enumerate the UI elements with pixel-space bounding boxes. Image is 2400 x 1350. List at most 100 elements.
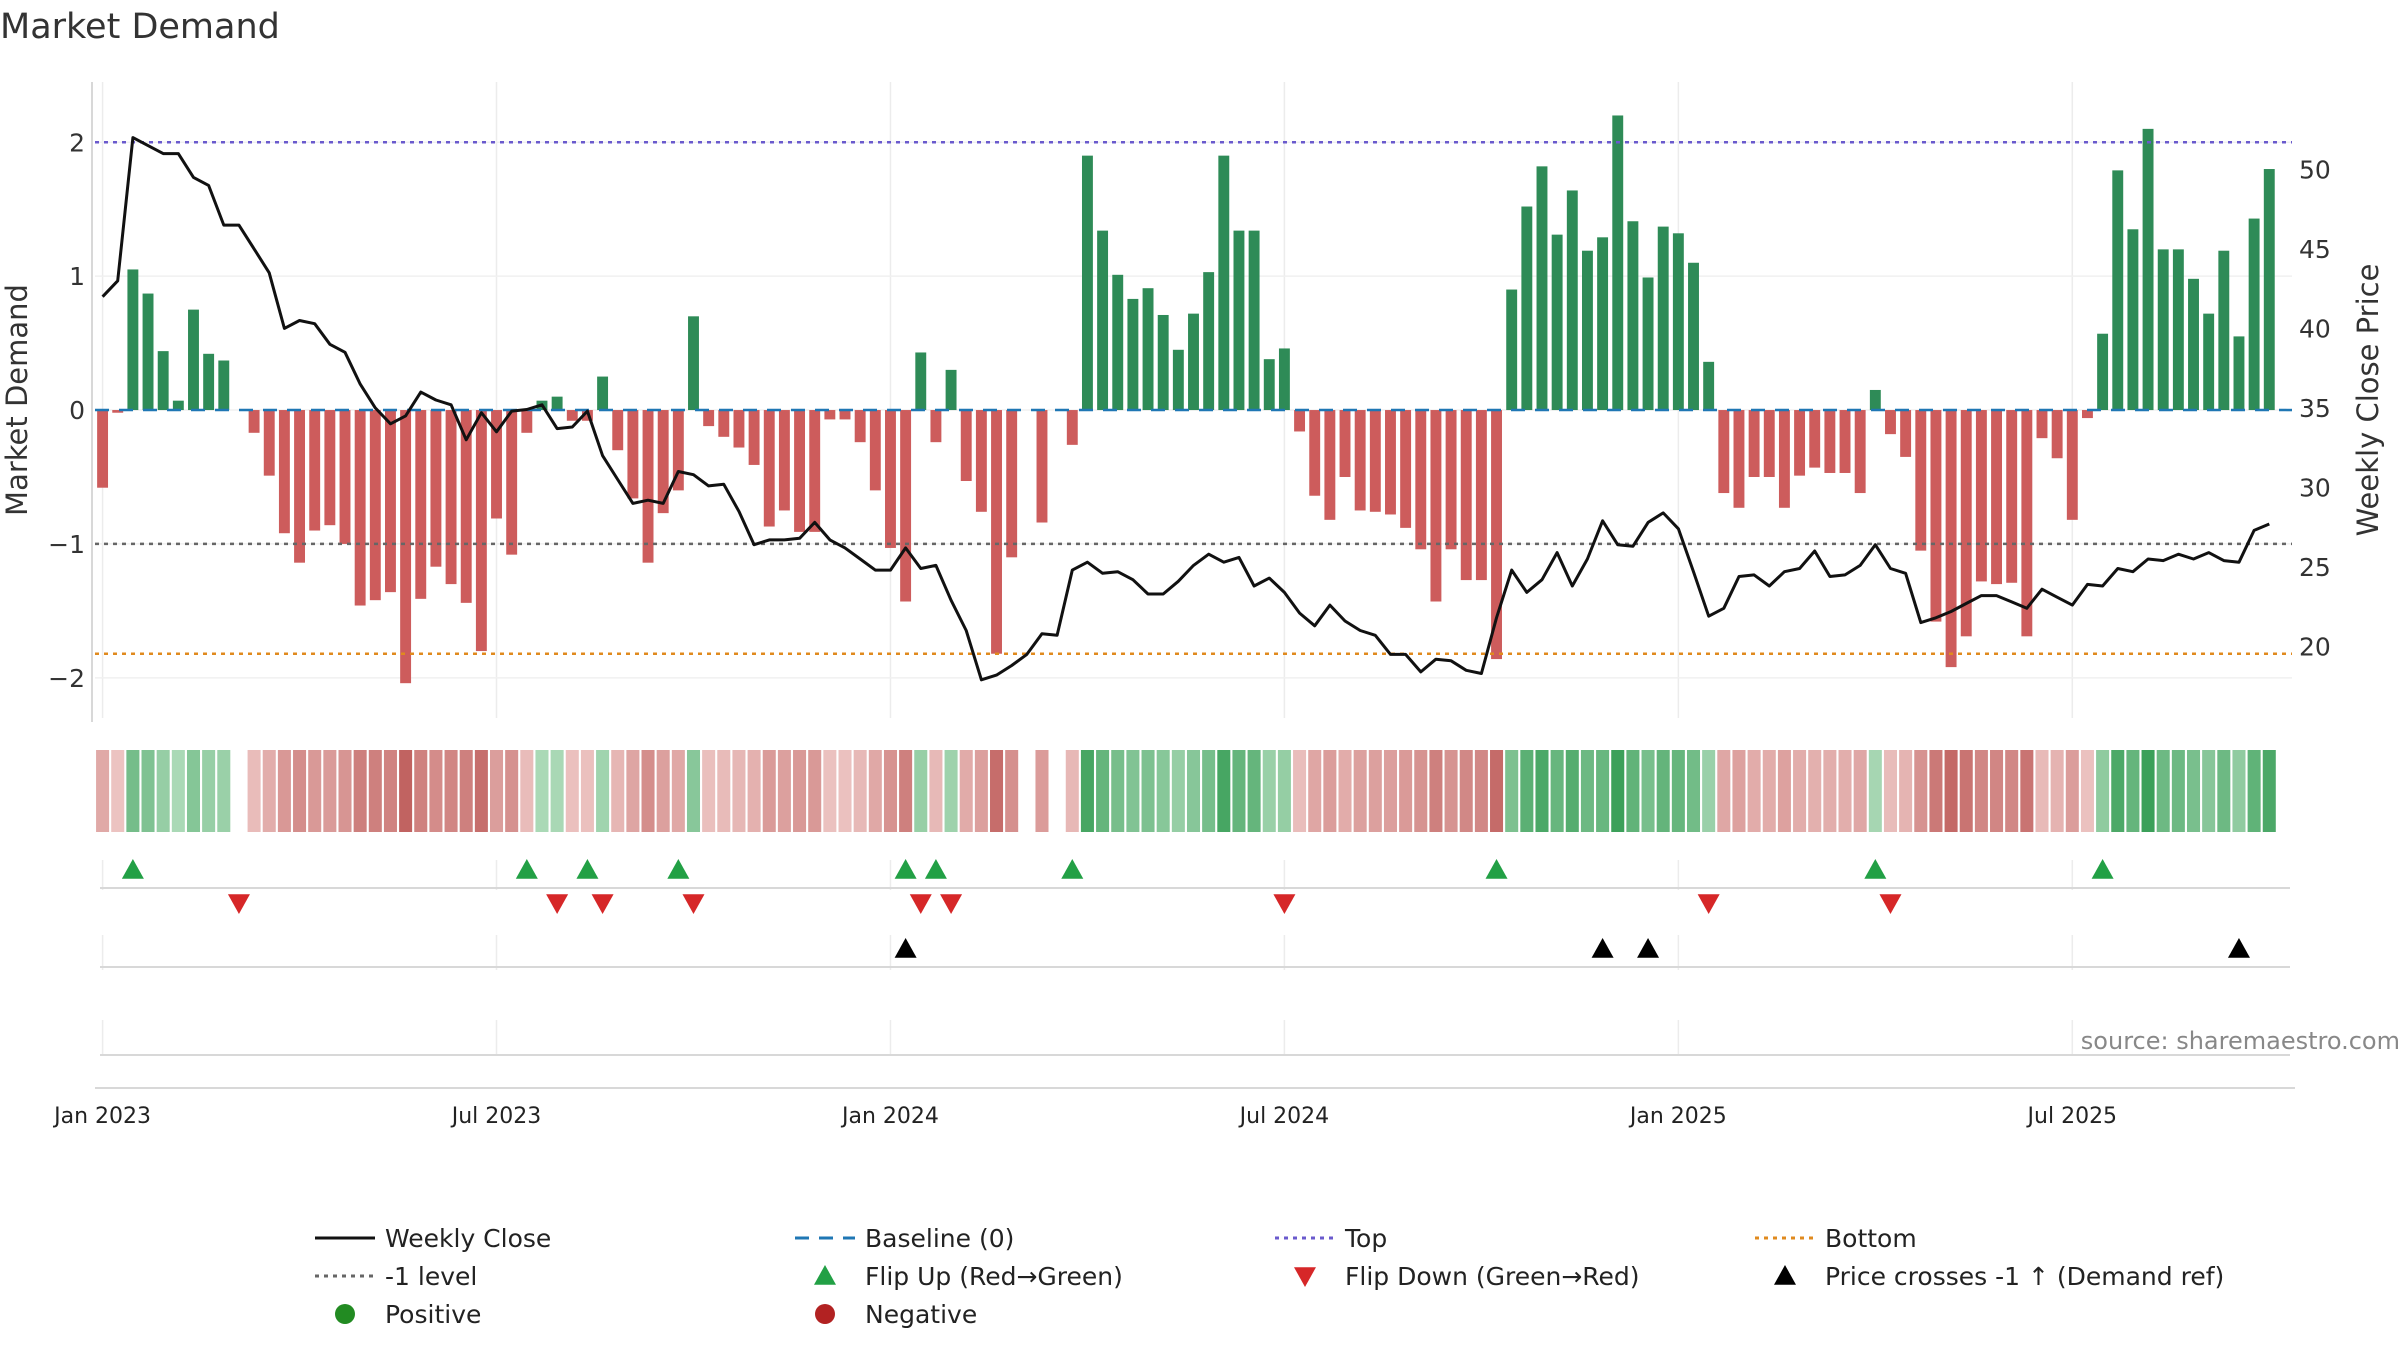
positive-bar [1688,262,1699,411]
heat-cell [565,750,579,832]
positive-bar [2157,249,2169,411]
heat-cell [111,750,125,832]
negative-bar [733,410,745,448]
negative-bar [2066,410,2078,520]
demand-heat-strip [96,750,2276,832]
flip-down-marker [682,894,705,914]
negative-bar [2036,410,2048,439]
x-tick-label: Jul 2024 [1238,1104,1330,1129]
heat-cell [1990,750,2004,832]
negative-bar [339,410,351,544]
positive-bar [1081,155,1093,411]
legend-item-close: Weekly Close [315,1224,551,1253]
positive-bar [157,351,169,411]
positive-bar [1127,298,1139,411]
positive-bar [1612,115,1624,411]
heat-cell [1035,750,1049,832]
negative-bar [112,410,124,413]
heat-cell [1459,750,1473,832]
negative-bar [627,410,639,499]
positive-bar [1506,289,1518,411]
positive-bar [1536,166,1548,411]
negative-bar [324,410,336,526]
flip-down-marker [940,894,963,914]
x-tick-label: Jan 2024 [840,1104,939,1129]
heat-cell [2065,750,2079,832]
flip-down-marker [546,894,569,914]
heat-cell [1293,750,1307,832]
heat-cell [944,750,958,832]
negative-bar [1445,410,1457,550]
heat-cell [459,750,473,832]
heat-cell [1793,750,1807,832]
legend-swatch [1774,1265,1796,1285]
heat-cell [1202,750,1216,832]
positive-bar [1581,250,1593,411]
positive-bar [551,396,563,411]
negative-bar [657,410,669,514]
heat-cell [2232,750,2246,832]
negative-bar [1385,410,1396,515]
negative-bar [839,410,851,420]
negative-bar [1339,410,1351,477]
flip-up-marker [894,859,917,879]
price-cross-marker [894,938,917,958]
heat-cell [808,750,822,832]
positive-bar [2172,249,2184,411]
heat-cell [2156,750,2170,832]
heat-cell [959,750,973,832]
heat-cell [1505,750,1519,832]
heat-cell [2141,750,2155,832]
left-tick-label: 1 [69,262,85,291]
negative-bar [1415,410,1427,550]
positive-bar [188,309,199,411]
negative-bar [1900,410,1912,457]
heat-cell [1777,750,1791,832]
negative-bar [263,410,275,476]
heat-cell [1656,750,1670,832]
positive-bar [2142,128,2154,411]
heat-cell [1111,750,1125,832]
positive-bar [2248,218,2260,411]
negative-bar [748,410,760,465]
negative-bar [2006,410,2018,583]
heat-cell [2247,750,2261,832]
heat-cell [368,750,382,832]
heat-cell [1520,750,1534,832]
heat-cell [1247,750,1261,832]
event-markers [121,859,2250,958]
negative-bar [1718,410,1730,494]
heat-cell [490,750,504,832]
heat-cell [1005,750,1019,832]
positive-bar [1233,230,1245,411]
heat-cell [2186,750,2201,832]
negative-bar [718,410,730,437]
legend-label: Weekly Close [385,1224,551,1253]
positive-bar [1172,349,1184,411]
negative-bar [612,410,624,451]
legend-swatch [335,1304,355,1324]
heat-cell [1444,750,1458,832]
heat-cell [186,750,201,832]
negative-bar [1930,410,1942,622]
negative-bar [400,410,412,684]
negative-bar [930,410,942,443]
negative-bar [1066,410,1078,445]
heat-cell [611,750,625,832]
x-tick-label: Jan 2023 [52,1104,151,1129]
negative-bar [960,410,972,482]
negative-bar [97,410,109,488]
positive-bar [2112,170,2124,411]
flip-down-marker [909,894,932,914]
positive-bar [218,360,230,411]
legend-label: Flip Up (Red→Green) [865,1262,1123,1291]
right-tick-label: 35 [2299,394,2331,423]
flip-up-marker [924,859,947,879]
heat-cell [1186,750,1201,832]
negative-bar [703,410,715,427]
left-tick-label: 2 [69,128,85,157]
heat-cell [1732,750,1746,832]
negative-bar [642,410,654,563]
negative-bar [854,410,866,443]
legend-item-neg: Negative [815,1300,977,1329]
